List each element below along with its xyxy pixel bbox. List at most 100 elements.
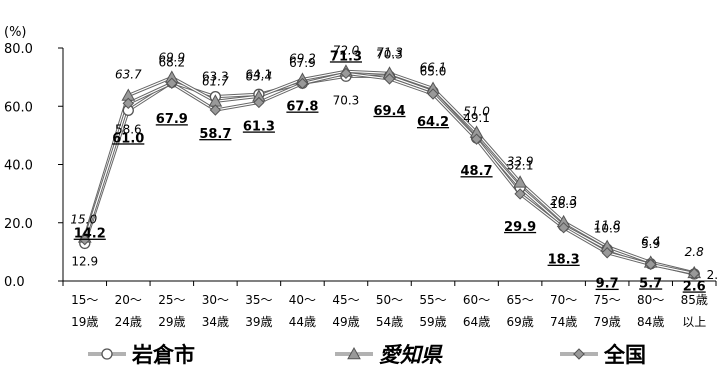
- data-label-iwakura: 2.4: [707, 268, 718, 282]
- data-point-diamond: [383, 73, 396, 85]
- data-label-national: 67.9: [156, 112, 188, 127]
- data-label-iwakura: 32.1: [507, 159, 534, 173]
- x-tick-label: 59歳: [419, 315, 446, 329]
- x-tick-label: 以上: [682, 315, 706, 329]
- data-label-iwakura: 63.3: [202, 70, 229, 84]
- x-tick-label: 39歳: [245, 315, 272, 329]
- data-point-diamond: [557, 221, 570, 234]
- legend-label-diamond: 全国: [603, 343, 646, 367]
- data-label-national: 2.6: [683, 279, 706, 294]
- data-point-diamond: [514, 188, 526, 200]
- data-label-aichi: 11.8: [594, 219, 621, 233]
- data-label-iwakura: 49.1: [463, 111, 490, 125]
- x-tick-label: 19歳: [71, 315, 98, 329]
- y-tick-label: 60.0: [4, 100, 33, 115]
- data-label-aichi: 15.0: [70, 212, 97, 226]
- legend-marker-diamond: [573, 348, 585, 360]
- x-tick-label: 69歳: [506, 315, 533, 329]
- x-tick-label: 15～: [71, 293, 98, 307]
- data-label-iwakura: 5.9: [641, 237, 660, 251]
- data-point-diamond: [470, 133, 483, 145]
- data-point-diamond: [122, 97, 135, 110]
- data-label-iwakura: 64.1: [246, 67, 273, 81]
- x-tick-label: 35～: [245, 293, 272, 307]
- y-tick-label: 0.0: [4, 275, 25, 290]
- x-tick-label: 49歳: [332, 315, 359, 329]
- data-point-diamond: [644, 258, 657, 271]
- data-label-aichi: 6.4: [641, 234, 660, 248]
- data-label-national: 29.9: [504, 220, 536, 235]
- data-point-diamond: [688, 267, 700, 280]
- data-point-diamond: [253, 96, 265, 109]
- x-tick-label: 55～: [419, 293, 446, 307]
- data-point-diamond: [166, 77, 178, 89]
- data-point-diamond: [79, 233, 91, 246]
- data-label-aichi: 63.7: [115, 67, 142, 81]
- data-label-national: 14.2: [74, 227, 106, 242]
- data-point-triangle: [513, 175, 527, 188]
- data-point-diamond: [427, 88, 439, 100]
- x-tick-label: 84歳: [637, 315, 664, 329]
- x-tick-label: 60～: [463, 293, 490, 307]
- data-label-iwakura: 10.9: [594, 221, 621, 235]
- x-tick-label: 74歳: [550, 315, 577, 329]
- x-tick-label: 45～: [332, 293, 359, 307]
- x-tick-label: 24歳: [115, 315, 142, 329]
- data-label-national: 64.2: [417, 115, 449, 130]
- data-label-aichi: 61.7: [202, 74, 229, 88]
- data-label-iwakura: 70.3: [333, 93, 360, 107]
- x-tick-label: 44歳: [289, 315, 316, 329]
- data-label-iwakura: 67.9: [289, 56, 316, 70]
- x-tick-label: 65～: [506, 293, 533, 307]
- data-label-aichi: 63.4: [246, 69, 273, 83]
- data-label-aichi: 69.2: [289, 51, 316, 65]
- x-tick-label: 20～: [115, 293, 142, 307]
- y-tick-label: 80.0: [4, 42, 33, 57]
- x-tick-label: 64歳: [463, 315, 490, 329]
- data-label-iwakura: 70.3: [376, 47, 403, 61]
- data-label-iwakura: 12.9: [71, 254, 98, 268]
- series-line-triangle: [83, 69, 695, 275]
- data-label-national: 71.3: [330, 49, 362, 64]
- x-tick-label: 25～: [158, 293, 185, 307]
- x-tick-label: 80～: [637, 293, 664, 307]
- data-label-iwakura: 18.9: [550, 197, 577, 211]
- x-tick-label: 54歳: [376, 315, 403, 329]
- data-label-aichi: 33.9: [507, 154, 534, 168]
- data-label-national: 61.0: [112, 131, 144, 146]
- data-label-national: 18.3: [548, 253, 580, 268]
- x-tick-label: 30～: [202, 293, 229, 307]
- x-tick-label: 29歳: [158, 315, 185, 329]
- data-label-aichi: 66.1: [420, 60, 447, 74]
- data-label-national: 48.7: [461, 164, 493, 179]
- x-tick-label: 50～: [376, 293, 403, 307]
- data-point-diamond: [209, 104, 222, 116]
- data-label-national: 61.3: [243, 119, 275, 134]
- data-label-aichi: 51.0: [463, 104, 490, 118]
- legend-label-triangle: 愛知県: [379, 343, 443, 367]
- data-label-national: 9.7: [596, 277, 619, 292]
- legend-marker-triangle: [347, 346, 361, 360]
- data-label-national: 69.4: [373, 104, 405, 119]
- data-point-diamond: [296, 77, 309, 90]
- data-label-aichi: 71.3: [376, 45, 403, 59]
- legend-label-circle: 岩倉市: [131, 343, 195, 367]
- data-label-aichi: 2.8: [685, 245, 704, 259]
- data-label-iwakura: 65.0: [420, 65, 447, 79]
- y-unit-label: (%): [4, 25, 27, 40]
- x-tick-label: 75～: [594, 293, 621, 307]
- x-tick-label: 79歳: [594, 315, 621, 329]
- y-tick-label: 20.0: [4, 217, 33, 232]
- x-tick-label: 85歳: [681, 293, 708, 307]
- data-label-national: 67.8: [286, 100, 318, 115]
- data-point-diamond: [340, 67, 352, 80]
- legend-marker-circle: [101, 348, 113, 360]
- x-tick-label: 40～: [289, 293, 316, 307]
- data-label-aichi: 72.0: [333, 43, 360, 57]
- data-label-national: 5.7: [639, 276, 662, 291]
- data-label-iwakura: 58.6: [115, 122, 142, 136]
- data-label-aichi: 69.9: [158, 50, 185, 64]
- data-label-national: 58.7: [199, 127, 231, 142]
